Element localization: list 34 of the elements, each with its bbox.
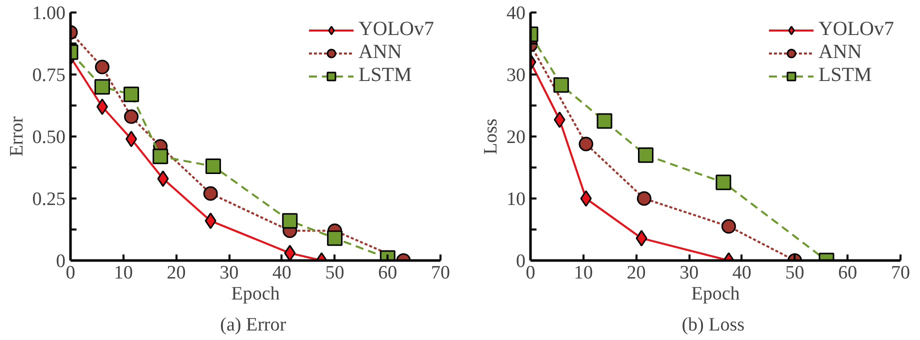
x-tick-label: 70 bbox=[431, 262, 450, 284]
x-tick-label: 40 bbox=[272, 262, 292, 284]
y-axis-title: Loss bbox=[480, 118, 502, 154]
legend-label: LSTM bbox=[818, 64, 872, 87]
x-tick-label: 30 bbox=[680, 262, 699, 284]
x-tick-label: 20 bbox=[166, 262, 186, 284]
y-tick-label: 40 bbox=[506, 3, 526, 24]
y-tick-label: 1.00 bbox=[32, 3, 66, 24]
x-tick-label: 20 bbox=[626, 262, 646, 284]
legend-label: YOLOv7 bbox=[358, 18, 434, 41]
x-tick-label: 30 bbox=[220, 262, 239, 284]
y-tick-label: 30 bbox=[506, 65, 526, 86]
text: (a) Error bbox=[220, 314, 287, 336]
x-tick-label: 60 bbox=[838, 262, 858, 284]
legend-label: ANN bbox=[358, 41, 402, 64]
x-axis-title: Epoch bbox=[231, 284, 280, 304]
x-tick-label: 10 bbox=[114, 262, 133, 284]
legend-label: ANN bbox=[818, 41, 862, 64]
x-tick-label: 40 bbox=[732, 262, 752, 284]
x-tick-label: 70 bbox=[891, 262, 910, 284]
x-tick-label: 50 bbox=[325, 262, 344, 284]
text: (b) Loss bbox=[682, 314, 745, 336]
y-tick-label: 10 bbox=[506, 189, 526, 210]
x-tick-label: 10 bbox=[574, 262, 593, 284]
x-axis-title: Epoch bbox=[691, 284, 740, 304]
y-axis-title: Error bbox=[6, 116, 28, 157]
legend-label: LSTM bbox=[358, 64, 412, 87]
y-tick-label: 0.75 bbox=[32, 65, 66, 86]
y-tick-label: 0.25 bbox=[32, 189, 66, 210]
x-tick-label: 50 bbox=[785, 262, 804, 284]
legend-label: YOLOv7 bbox=[818, 18, 894, 41]
x-tick-label: 60 bbox=[378, 262, 398, 284]
y-tick-label: 0.50 bbox=[32, 127, 66, 148]
y-tick-label: 20 bbox=[506, 127, 526, 148]
